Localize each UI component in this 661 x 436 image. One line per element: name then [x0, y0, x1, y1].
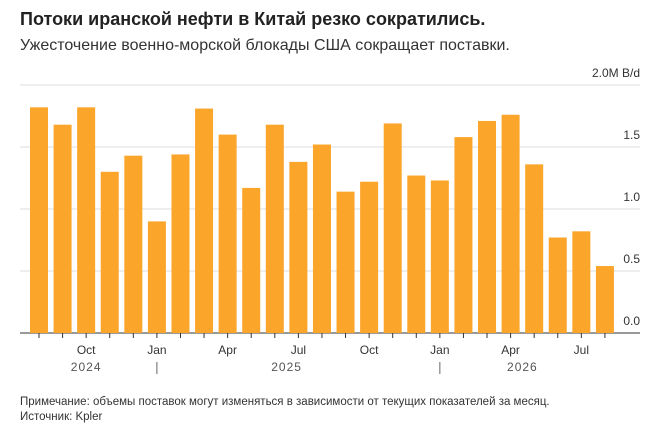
- bar: [383, 123, 402, 333]
- y-tick-label: 1.5: [623, 128, 640, 142]
- year-label: 2025: [271, 360, 302, 374]
- bar: [360, 181, 379, 333]
- bar: [454, 137, 473, 333]
- chart-subtitle: Ужесточение военно-морской блокады США с…: [20, 37, 510, 54]
- x-tick-label: Jan: [147, 343, 166, 357]
- y-tick-label: 1.0: [623, 190, 640, 204]
- x-tick-label: Jul: [574, 343, 589, 357]
- y-tick-label: 0.0: [623, 314, 640, 328]
- x-tick-label: Oct: [360, 343, 379, 357]
- bar: [289, 161, 308, 333]
- y-tick-label: 0.5: [623, 252, 640, 266]
- bar: [77, 107, 96, 333]
- bar: [218, 134, 237, 333]
- y-tick-label: 2.0M B/d: [592, 66, 640, 80]
- bar: [407, 175, 426, 333]
- bar: [265, 124, 284, 334]
- bar: [195, 108, 214, 333]
- x-tick-label: Oct: [77, 343, 96, 357]
- bar: [501, 114, 520, 333]
- bar: [430, 180, 449, 333]
- bar: [595, 266, 614, 333]
- x-tick-label: Jan: [430, 343, 449, 357]
- bar: [124, 155, 143, 333]
- x-tick-label: Apr: [218, 343, 237, 357]
- bar: [572, 231, 591, 333]
- chart-title: Потоки иранской нефти в Китай резко сокр…: [20, 9, 485, 29]
- bar: [478, 120, 497, 334]
- year-label: 2024: [71, 360, 102, 374]
- bar: [171, 154, 190, 333]
- bar: [312, 144, 331, 333]
- year-label: 2026: [507, 360, 538, 374]
- bar: [30, 107, 48, 333]
- source: Источник: Kpler: [20, 411, 103, 423]
- note: Примечание: объемы поставок могут изменя…: [20, 396, 550, 408]
- bar: [242, 187, 261, 333]
- bar: [548, 237, 567, 333]
- bar: [53, 124, 72, 334]
- x-tick-label: Jul: [291, 343, 306, 357]
- bar: [336, 191, 355, 333]
- x-tick-label: Apr: [501, 343, 520, 357]
- bar: [100, 171, 119, 333]
- bar: [147, 221, 166, 333]
- bar: [525, 164, 544, 333]
